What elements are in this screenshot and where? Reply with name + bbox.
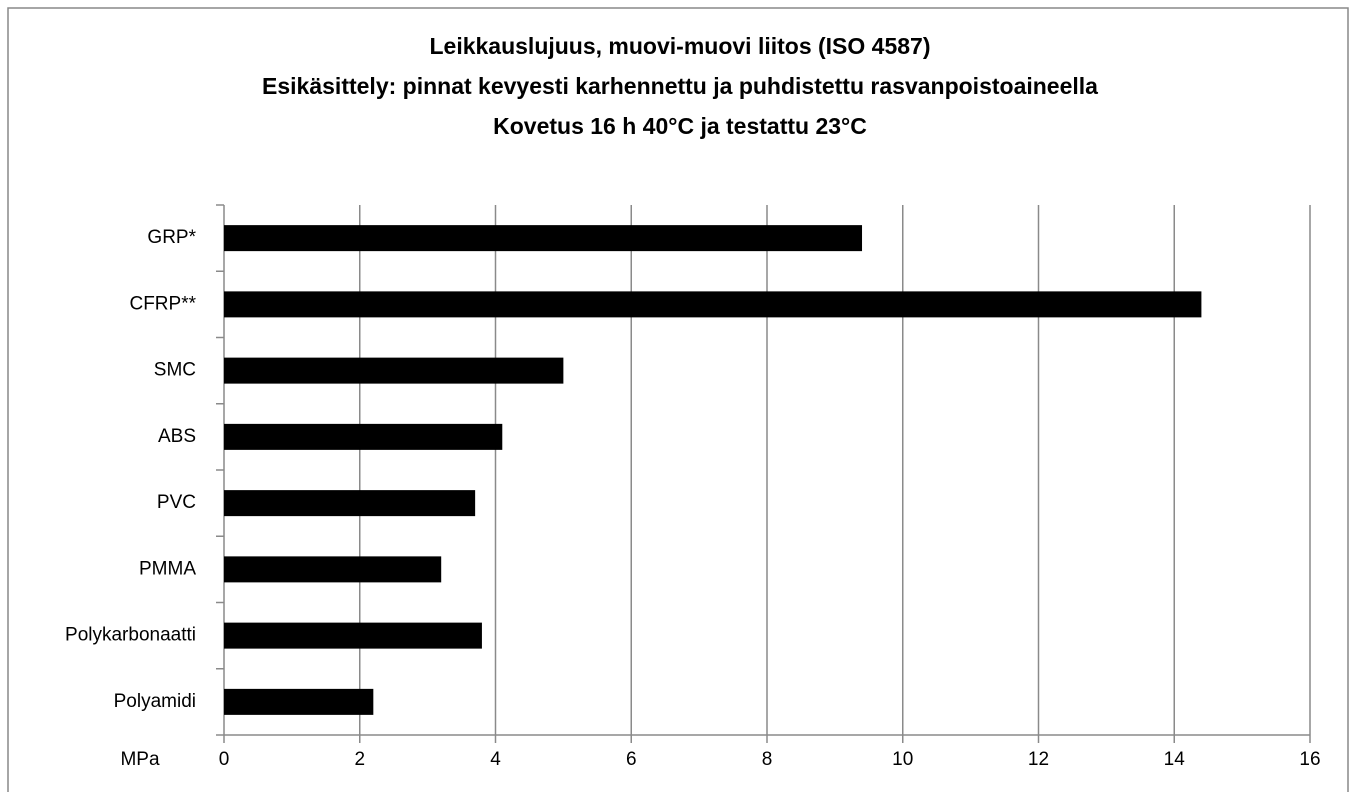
y-tick-label: SMC	[154, 360, 196, 381]
y-tick-label: Polyamidi	[114, 691, 196, 712]
x-tick-label: 0	[219, 749, 230, 770]
x-tick-label: 12	[1028, 749, 1049, 770]
y-tick-label: ABS	[158, 426, 196, 447]
x-tick-label: 16	[1299, 749, 1320, 770]
chart-title: Esikäsittely: pinnat kevyesti karhennett…	[262, 73, 1098, 99]
chart-frame	[7, 7, 1349, 792]
bar	[224, 622, 482, 649]
y-tick-label: CFRP**	[129, 293, 196, 314]
x-tick-label: 14	[1164, 749, 1186, 770]
chart-title: Leikkauslujuus, muovi-muovi liitos (ISO …	[429, 33, 930, 59]
bar	[224, 291, 1202, 318]
bar	[224, 490, 476, 517]
x-axis-label: MPa	[120, 749, 160, 770]
x-tick-label: 2	[354, 749, 365, 770]
bar	[224, 225, 863, 252]
x-tick-label: 10	[892, 749, 913, 770]
y-tick-label: PMMA	[139, 558, 196, 579]
x-tick-label: 4	[490, 749, 501, 770]
bar	[224, 688, 374, 715]
x-tick-label: 6	[626, 749, 637, 770]
y-tick-label: PVC	[157, 492, 196, 513]
y-tick-label: Polykarbonaatti	[65, 625, 196, 646]
bar	[224, 357, 564, 384]
bar	[224, 423, 503, 450]
chart-title: Kovetus 16 h 40°C ja testattu 23°C	[493, 113, 867, 139]
bar	[224, 556, 442, 583]
y-tick-label: GRP*	[147, 227, 196, 248]
x-tick-label: 8	[762, 749, 773, 770]
